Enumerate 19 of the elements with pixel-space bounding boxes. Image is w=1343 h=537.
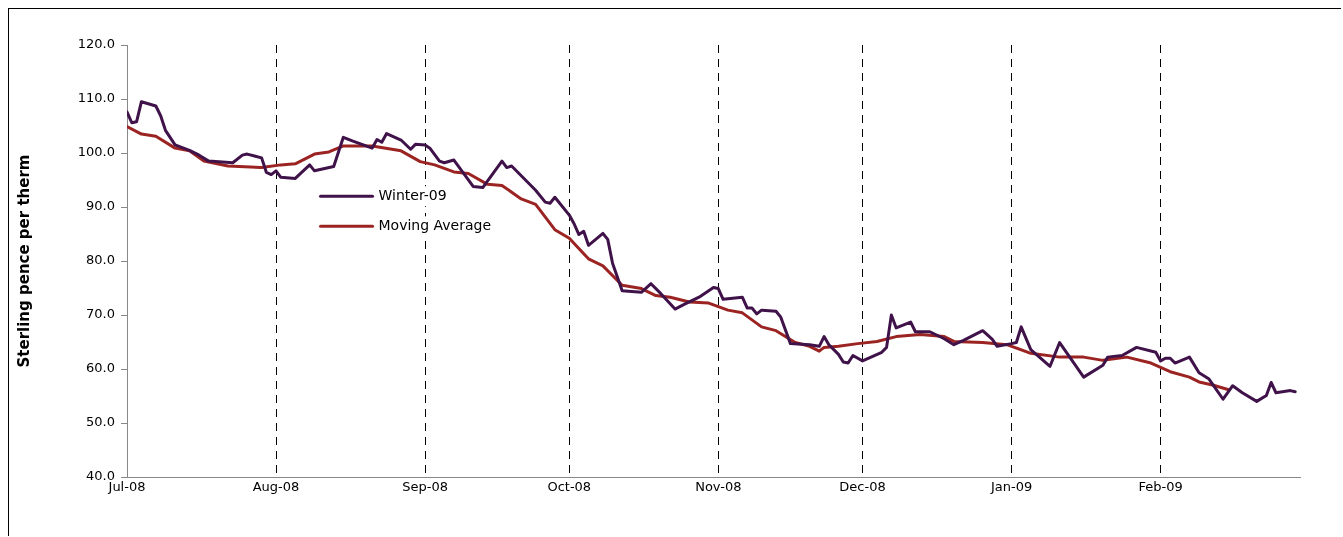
x-tick-label: Nov-08	[695, 479, 742, 495]
legend-label: Winter-09	[378, 186, 447, 203]
x-tick-label: Jul-08	[107, 479, 146, 495]
y-tick-label: 120.0	[77, 36, 115, 52]
legend-label: Moving Average	[378, 216, 492, 233]
x-tick-label: Oct-08	[547, 479, 592, 495]
y-axis-title: Sterling pence per therm	[14, 154, 33, 368]
y-tick-label: 100.0	[77, 144, 115, 160]
y-tick-label: 50.0	[86, 414, 115, 430]
y-tick-label: 110.0	[77, 90, 115, 106]
x-tick-label: Feb-09	[1138, 479, 1183, 495]
y-tick-label: 90.0	[86, 198, 115, 214]
y-tick-label: 70.0	[86, 306, 115, 322]
y-tick-label: 80.0	[86, 252, 115, 268]
x-tick-label: Dec-08	[839, 479, 886, 495]
y-tick-label: 60.0	[86, 360, 115, 376]
x-tick-label: Jan-09	[989, 479, 1033, 495]
x-tick-label: Sep-08	[402, 479, 448, 495]
x-tick-label: Aug-08	[252, 479, 300, 495]
